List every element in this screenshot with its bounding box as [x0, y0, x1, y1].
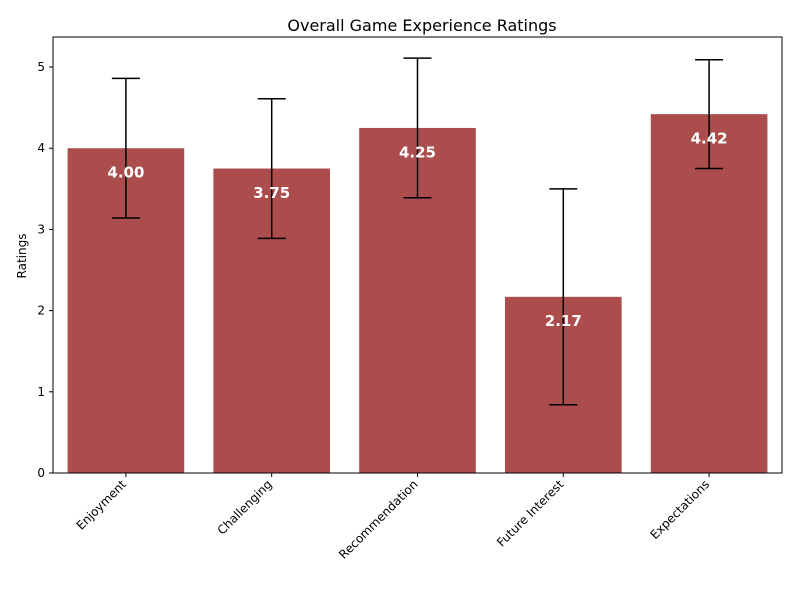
y-tick-label-2: 2: [37, 304, 45, 318]
chart-title: Overall Game Experience Ratings: [287, 16, 556, 35]
y-axis-label: Ratings: [15, 234, 29, 279]
y-tick-label-1: 1: [37, 385, 45, 399]
value-label-0: 4.00: [107, 164, 144, 182]
y-tick-label-4: 4: [37, 141, 45, 155]
x-tick-label-0: Enjoyment: [74, 477, 130, 533]
x-axis: Enjoyment Challenging Recommendation Future…: [74, 473, 712, 562]
plot-frame: [52, 36, 783, 474]
x-tick-label-2: Recommendation: [336, 477, 420, 561]
x-tick-label-3: Future Interest: [494, 477, 567, 550]
value-labels-group: 4.00 3.75 4.25 2.17 4.42: [107, 129, 727, 330]
y-tick-label-5: 5: [37, 60, 45, 74]
y-tick-label-0: 0: [37, 466, 45, 480]
value-label-4: 4.42: [691, 129, 728, 147]
x-tick-label-1: Challenging: [215, 477, 275, 537]
y-axis: 0 1 2 3 4 5: [37, 60, 53, 480]
y-tick-label-3: 3: [37, 222, 45, 236]
value-label-3: 2.17: [545, 312, 582, 330]
value-label-2: 4.25: [399, 143, 436, 161]
bar-4: [650, 114, 768, 474]
x-tick-label-4: Expectations: [647, 477, 712, 542]
value-label-1: 3.75: [253, 184, 290, 202]
error-bars-group: [111, 57, 724, 406]
